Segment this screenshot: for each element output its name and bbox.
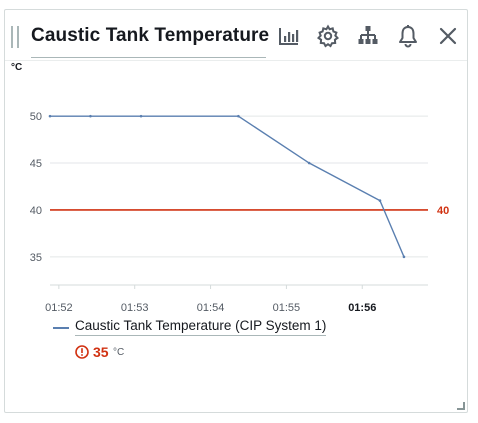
y-tick-label: 40	[30, 205, 42, 217]
close-button[interactable]	[436, 24, 460, 48]
x-tick-label: 01:52	[45, 302, 73, 314]
x-tick-label: 01:56	[348, 302, 376, 314]
threshold-label: 40	[437, 205, 449, 217]
settings-gear-icon	[316, 24, 340, 48]
alarm-alert-icon	[75, 345, 89, 359]
bar-chart-icon	[279, 28, 299, 45]
x-tick-label: 01:55	[273, 302, 301, 314]
data-point	[139, 114, 143, 118]
close-icon	[439, 27, 457, 45]
hierarchy-icon	[358, 26, 378, 44]
asset-hierarchy-button[interactable]	[356, 24, 380, 48]
y-tick-label: 35	[30, 252, 42, 264]
x-tick-label: 01:53	[121, 302, 149, 314]
legend-series-swatch	[53, 327, 69, 329]
data-point	[48, 114, 52, 118]
data-point	[237, 114, 240, 118]
legend-series-label[interactable]: Caustic Tank Temperature (CIP System 1)	[75, 318, 327, 336]
latest-value-unit: °C	[113, 347, 125, 358]
header-divider	[5, 60, 467, 61]
latest-value-number: 35	[93, 344, 109, 360]
y-tick-label: 50	[30, 111, 42, 123]
y-axis-unit: °C	[11, 62, 23, 73]
widget-title: Caustic Tank Temperature	[31, 25, 270, 46]
widget-panel: Caustic Tank Temperature	[4, 9, 468, 413]
series-line	[50, 115, 405, 258]
data-point	[378, 199, 382, 202]
resize-handle[interactable]	[457, 402, 465, 410]
settings-button[interactable]	[316, 24, 340, 48]
data-point	[307, 161, 311, 165]
bell-icon	[399, 25, 417, 48]
y-tick-label: 45	[30, 158, 42, 170]
drag-handle[interactable]	[11, 26, 19, 48]
data-point	[89, 114, 92, 118]
widget-title-field[interactable]: Caustic Tank Temperature	[31, 23, 270, 58]
line-chart: 35 40 45 50 01:52 01:53 01:54 01:55 01:56 40	[30, 111, 450, 314]
data-point	[402, 255, 406, 259]
x-tick-label: 01:54	[197, 302, 225, 314]
chart-type-button[interactable]	[277, 24, 301, 48]
alarms-button[interactable]	[396, 24, 420, 48]
